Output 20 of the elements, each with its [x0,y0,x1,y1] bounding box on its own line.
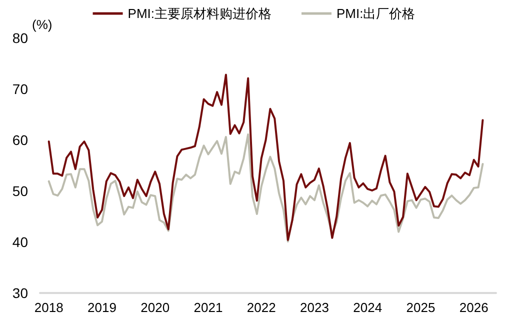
x-tick-label: 2018 [34,300,64,315]
y-tick-label: 70 [12,81,28,97]
x-tick-label: 2022 [246,300,276,315]
x-tick-label: 2023 [300,300,329,315]
x-tick-label: 2020 [140,300,170,315]
x-tick-label: 2026 [459,300,488,315]
x-tick-label: 2025 [406,300,436,315]
y-tick-label: 60 [12,132,28,148]
y-tick-label: 50 [12,183,28,199]
y-tick-label: 80 [12,30,28,46]
x-tick-label: 2019 [88,300,116,315]
y-tick-label: 40 [12,234,28,250]
legend-label: PMI:出厂价格 [336,6,416,21]
x-tick-label: 2024 [353,300,382,315]
legend-label: PMI:主要原材料购进价格 [128,6,272,21]
line-series [48,74,484,241]
x-tick-label: 2021 [194,300,223,315]
y-tick-label: 30 [12,285,28,301]
y-axis-title: (%) [32,17,52,32]
line-series [48,133,484,242]
